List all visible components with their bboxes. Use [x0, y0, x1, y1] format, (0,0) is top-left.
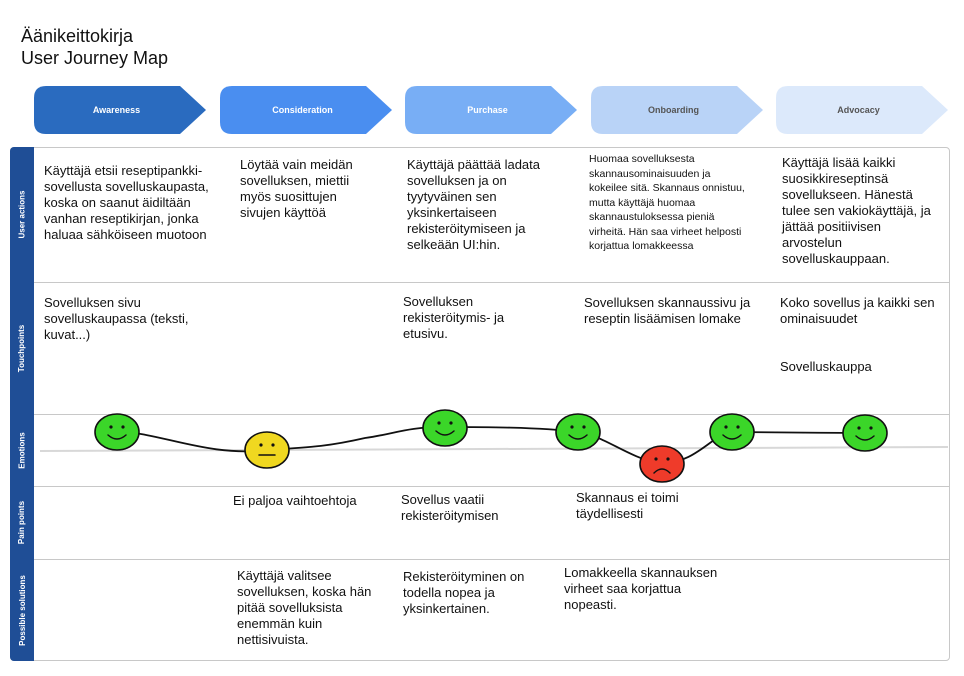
- phase-label: Advocacy: [837, 105, 880, 115]
- touchpoint-awareness: Sovelluksen sivu sovelluskaupassa (tekst…: [44, 295, 189, 342]
- phase-arrow-shape: [405, 86, 577, 134]
- user-action-awareness: Käyttäjä etsii reseptipankki-sovellusta …: [44, 163, 209, 242]
- user-action-consideration: Löytää vain meidän sovelluksen, miettii …: [240, 157, 353, 220]
- emotion-face-happy-icon: [709, 413, 755, 451]
- emotion-face-sad-icon: [639, 445, 685, 483]
- phase-label: Consideration: [272, 105, 333, 115]
- emotion-face-happy-icon: [555, 413, 601, 451]
- phase-label: Onboarding: [648, 105, 699, 115]
- phase-arrow-shape: [591, 86, 763, 134]
- row-label-sidebar: [10, 147, 34, 661]
- emotion-face-happy-icon: [422, 409, 468, 447]
- phase-arrow-shape: [34, 86, 206, 134]
- touchpoint-onboarding: Sovelluksen skannaussivu ja reseptin lis…: [584, 295, 751, 326]
- user-action-purchase: Käyttäjä päättää ladata sovelluksen ja o…: [407, 157, 540, 252]
- pain-point-consideration: Ei paljoa vaihtoehtoja: [233, 493, 357, 508]
- map-subtitle: User Journey Map: [21, 48, 169, 68]
- phase-arrow-shape: [220, 86, 392, 134]
- row-divider: [34, 486, 950, 487]
- row-divider: [34, 559, 950, 560]
- touchpoint-purchase: Sovelluksen rekisteröitymis- ja etusivu.: [403, 294, 505, 341]
- emotion-face-happy-icon: [94, 413, 140, 451]
- user-action-onboarding: Huomaa sovelluksesta skannausominaisuude…: [589, 153, 745, 252]
- row-divider: [34, 414, 950, 415]
- touchpoint-advocacy: Koko sovellus ja kaikki sen ominaisuudet: [780, 295, 935, 326]
- emotion-face-happy-icon: [842, 414, 888, 452]
- emotion-baseline: [39, 446, 949, 452]
- phase-label: Awareness: [92, 105, 141, 115]
- phase-label: Purchase: [467, 105, 508, 115]
- solution-purchase: Rekisteröityminen on todella nopea ja yk…: [403, 569, 525, 616]
- solution-onboarding: Lomakkeella skannauksen virheet saa korj…: [564, 565, 718, 612]
- page-title: Äänikeittokirja User Journey Map: [21, 25, 168, 69]
- solution-consideration: Käyttäjä valitsee sovelluksen, koska hän…: [237, 568, 372, 647]
- pain-point-onboarding: Skannaus ei toimi täydellisesti: [576, 490, 679, 521]
- pain-point-purchase: Sovellus vaatii rekisteröitymisen: [401, 492, 499, 523]
- touchpoint-app-store: Sovelluskauppa: [780, 359, 872, 374]
- row-divider: [34, 282, 950, 283]
- app-name: Äänikeittokirja: [21, 26, 134, 46]
- phase-arrow-shape: [776, 86, 948, 134]
- user-action-advocacy: Käyttäjä lisää kaikki suosikkireseptinsä…: [782, 155, 931, 266]
- emotion-face-neutral-icon: [244, 431, 290, 469]
